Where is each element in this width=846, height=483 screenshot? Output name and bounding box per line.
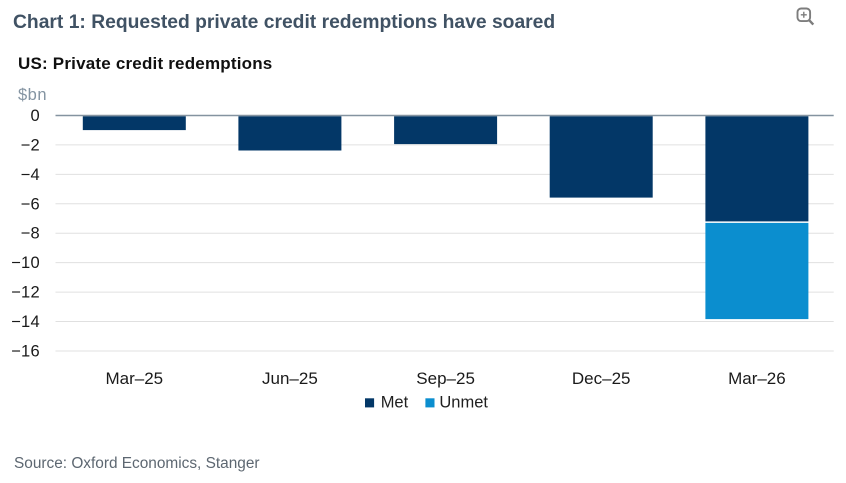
svg-text:Jun–25: Jun–25	[262, 369, 318, 388]
svg-text:−12: −12	[11, 284, 40, 302]
svg-text:−6: −6	[21, 195, 40, 213]
svg-text:−10: −10	[11, 254, 40, 272]
svg-text:−8: −8	[21, 225, 40, 243]
svg-text:Dec–25: Dec–25	[572, 369, 631, 388]
svg-text:−4: −4	[21, 166, 40, 184]
svg-text:0: 0	[31, 107, 40, 125]
svg-text:Met: Met	[381, 394, 409, 412]
svg-text:Mar–25: Mar–25	[105, 369, 163, 388]
svg-text:−14: −14	[11, 313, 40, 331]
svg-text:Unmet: Unmet	[439, 394, 488, 412]
svg-text:Sep–25: Sep–25	[416, 369, 475, 388]
svg-text:−2: −2	[21, 136, 40, 154]
svg-text:Mar–26: Mar–26	[728, 369, 786, 388]
svg-text:−16: −16	[11, 342, 40, 360]
